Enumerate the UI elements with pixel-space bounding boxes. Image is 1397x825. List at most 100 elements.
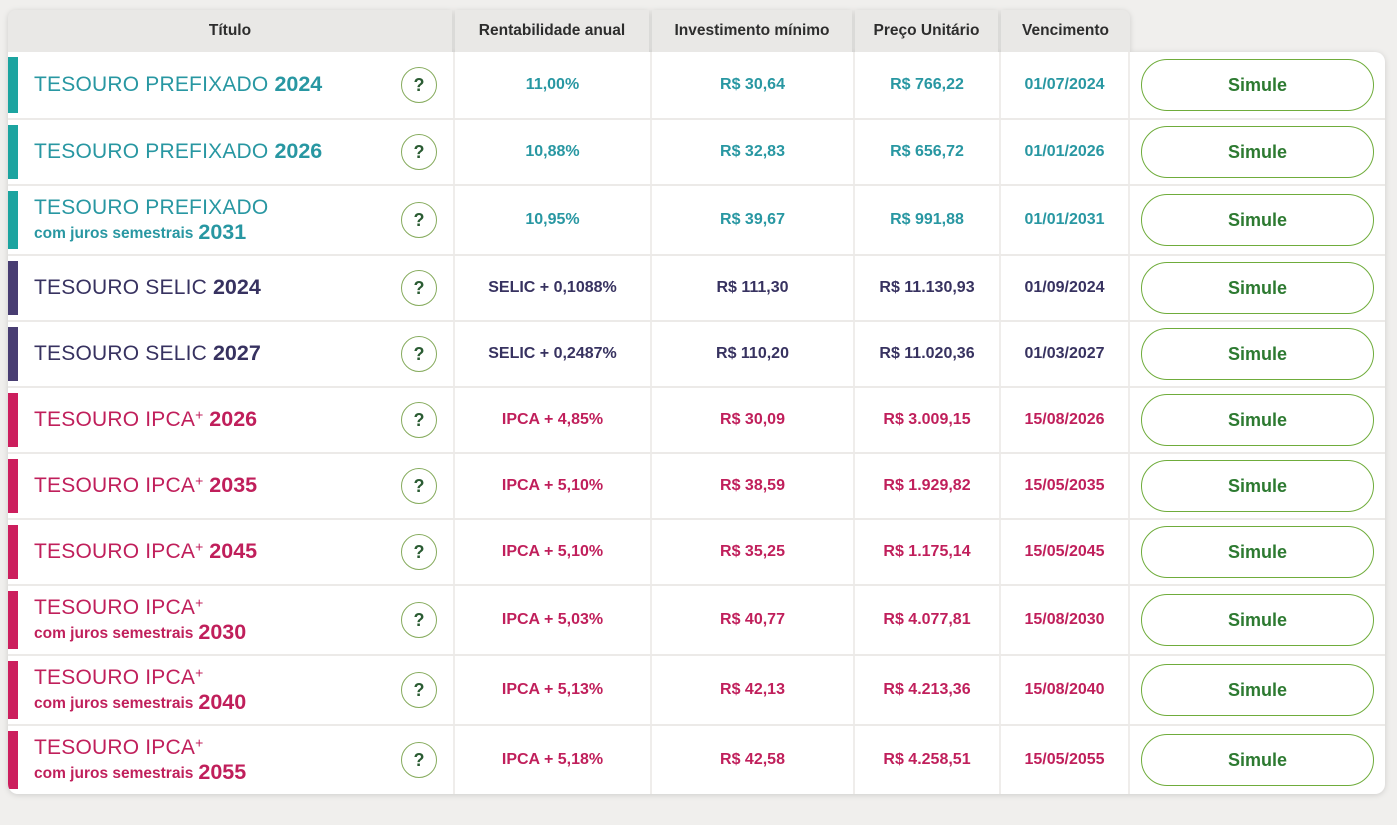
column-header-rentabilidade: Rentabilidade anual xyxy=(455,10,649,52)
help-icon[interactable]: ? xyxy=(401,402,437,438)
table-row: TESOURO IPCA+ 2045 ? IPCA + 5,10% R$ 35,2… xyxy=(8,518,1385,584)
bond-color-bar xyxy=(8,525,18,579)
bond-subtitle-year: 2055 xyxy=(198,759,247,784)
unit-price: R$ 766,22 xyxy=(855,52,1001,118)
bond-title-cell: TESOURO SELIC 2024 ? xyxy=(8,256,455,320)
help-icon[interactable]: ? xyxy=(401,742,437,778)
bond-name: TESOURO IPCA xyxy=(34,473,196,497)
unit-price: R$ 3.009,15 xyxy=(855,388,1001,452)
bond-title: TESOURO IPCA+ 2035 xyxy=(34,472,257,499)
bond-title-line1: TESOURO IPCA+ xyxy=(34,664,246,691)
help-icon[interactable]: ? xyxy=(401,67,437,103)
bond-title-line1: TESOURO PREFIXADO xyxy=(34,196,274,221)
bond-name: TESOURO PREFIXADO xyxy=(34,195,269,219)
bond-title-cell: TESOURO IPCA+ com juros semestrais 2030 ? xyxy=(8,586,455,654)
bond-name: TESOURO IPCA xyxy=(34,539,196,563)
bond-year: 2045 xyxy=(209,538,258,563)
simulate-button[interactable]: Simule xyxy=(1141,394,1374,446)
minimum-investment: R$ 38,59 xyxy=(652,454,855,518)
minimum-investment: R$ 40,77 xyxy=(652,586,855,654)
bond-title-cell: TESOURO IPCA+ 2035 ? xyxy=(8,454,455,518)
bond-title: TESOURO IPCA+ 2045 xyxy=(34,538,258,565)
maturity-date: 15/08/2026 xyxy=(1001,388,1130,452)
help-icon[interactable]: ? xyxy=(401,134,437,170)
maturity-date: 01/07/2024 xyxy=(1001,52,1130,118)
minimum-investment: R$ 39,67 xyxy=(652,186,855,254)
unit-price: R$ 991,88 xyxy=(855,186,1001,254)
maturity-date: 15/05/2055 xyxy=(1001,726,1130,794)
bond-year: 2024 xyxy=(212,274,261,299)
bond-plus-superscript: + xyxy=(195,734,204,751)
bond-subtitle: com juros semestrais xyxy=(34,694,194,712)
bond-name: TESOURO IPCA xyxy=(34,595,196,619)
bond-title: TESOURO PREFIXADO 2026 xyxy=(34,139,322,165)
unit-price: R$ 4.077,81 xyxy=(855,586,1001,654)
table-body: TESOURO PREFIXADO 2024 ? 11,00% R$ 30,64 … xyxy=(8,52,1385,794)
help-icon[interactable]: ? xyxy=(401,602,437,638)
column-header-investimento-minimo: Investimento mínimo xyxy=(652,10,852,52)
bond-year: 2027 xyxy=(212,340,261,365)
bond-color-bar xyxy=(8,191,18,249)
bond-title-line2: com juros semestrais 2055 xyxy=(34,759,247,785)
bond-title: TESOURO PREFIXADO com juros semestrais 20… xyxy=(34,196,274,245)
simulate-cell: Simule xyxy=(1130,256,1385,320)
bond-title-cell: TESOURO IPCA+ com juros semestrais 2040 ? xyxy=(8,656,455,724)
simulate-button[interactable]: Simule xyxy=(1141,460,1374,512)
help-icon[interactable]: ? xyxy=(401,202,437,238)
bond-color-bar xyxy=(8,57,18,113)
minimum-investment: R$ 32,83 xyxy=(652,120,855,184)
table-row: TESOURO PREFIXADO com juros semestrais 20… xyxy=(8,184,1385,254)
simulate-button[interactable]: Simule xyxy=(1141,594,1374,646)
table-row: TESOURO IPCA+ com juros semestrais 2030 ?… xyxy=(8,584,1385,654)
minimum-investment: R$ 30,64 xyxy=(652,52,855,118)
table-row: TESOURO SELIC 2027 ? SELIC + 0,2487% R$ 1… xyxy=(8,320,1385,386)
simulate-button[interactable]: Simule xyxy=(1141,664,1374,716)
simulate-cell: Simule xyxy=(1130,520,1385,584)
bond-title: TESOURO PREFIXADO 2024 xyxy=(34,72,322,98)
bond-plus-superscript: + xyxy=(195,664,204,681)
bond-title-line1: TESOURO IPCA+ xyxy=(34,734,246,761)
simulate-button[interactable]: Simule xyxy=(1141,526,1374,578)
minimum-investment: R$ 42,58 xyxy=(652,726,855,794)
annual-rate: 10,95% xyxy=(455,186,652,254)
annual-rate: IPCA + 5,10% xyxy=(455,454,652,518)
annual-rate: 11,00% xyxy=(455,52,652,118)
bond-title-line1: TESOURO IPCA+ xyxy=(34,595,246,621)
maturity-date: 15/08/2030 xyxy=(1001,586,1130,654)
bond-subtitle-year: 2040 xyxy=(198,689,247,714)
simulate-button[interactable]: Simule xyxy=(1141,734,1374,786)
bond-subtitle-year: 2030 xyxy=(198,619,247,644)
bond-price-table: Título Rentabilidade anual Investimento … xyxy=(8,10,1385,794)
help-icon[interactable]: ? xyxy=(401,336,437,372)
bond-name: TESOURO PREFIXADO xyxy=(34,72,269,96)
simulate-button[interactable]: Simule xyxy=(1141,59,1374,111)
annual-rate: IPCA + 5,18% xyxy=(455,726,652,794)
unit-price: R$ 4.213,36 xyxy=(855,656,1001,724)
help-icon[interactable]: ? xyxy=(401,468,437,504)
simulate-cell: Simule xyxy=(1130,322,1385,386)
bond-subtitle: com juros semestrais xyxy=(34,224,194,242)
help-icon[interactable]: ? xyxy=(401,270,437,306)
help-icon[interactable]: ? xyxy=(401,672,437,708)
bond-subtitle: com juros semestrais xyxy=(34,764,194,782)
annual-rate: SELIC + 0,2487% xyxy=(455,322,652,386)
bond-name: TESOURO SELIC xyxy=(34,341,207,365)
maturity-date: 15/05/2035 xyxy=(1001,454,1130,518)
bond-title: TESOURO IPCA+ com juros semestrais 2055 xyxy=(34,734,247,785)
bond-title-cell: TESOURO PREFIXADO com juros semestrais 20… xyxy=(8,186,455,254)
minimum-investment: R$ 35,25 xyxy=(652,520,855,584)
unit-price: R$ 1.175,14 xyxy=(855,520,1001,584)
bond-year: 2026 xyxy=(209,406,258,431)
simulate-button[interactable]: Simule xyxy=(1141,126,1374,178)
help-icon[interactable]: ? xyxy=(401,534,437,570)
simulate-button[interactable]: Simule xyxy=(1141,194,1374,246)
bond-title-cell: TESOURO PREFIXADO 2024 ? xyxy=(8,52,455,118)
bond-plus-superscript: + xyxy=(195,472,204,489)
table-header-row: Título Rentabilidade anual Investimento … xyxy=(8,10,1385,52)
bond-subtitle-year: 2031 xyxy=(198,219,247,244)
table-row: TESOURO IPCA+ com juros semestrais 2040 ?… xyxy=(8,654,1385,724)
simulate-cell: Simule xyxy=(1130,586,1385,654)
simulate-button[interactable]: Simule xyxy=(1141,328,1374,380)
simulate-button[interactable]: Simule xyxy=(1141,262,1374,314)
unit-price: R$ 11.020,36 xyxy=(855,322,1001,386)
